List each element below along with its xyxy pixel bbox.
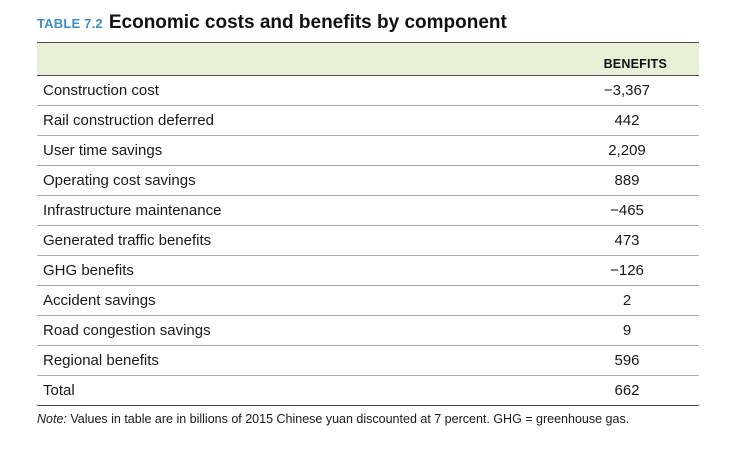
table-figure: TABLE 7.2 Economic costs and benefits by…: [37, 12, 699, 426]
row-value: −126: [610, 262, 644, 279]
table-row: GHG benefits −126: [37, 256, 699, 286]
row-label: Road congestion savings: [43, 322, 211, 339]
table-note: Note: Values in table are in billions of…: [37, 412, 699, 426]
row-value: −3,367: [603, 82, 651, 99]
row-value: 2: [622, 292, 632, 309]
row-label-total: Total: [43, 382, 75, 399]
row-value: 596: [614, 352, 640, 369]
table-row: Accident savings 2: [37, 286, 699, 316]
column-header-benefits: BENEFITS: [603, 57, 667, 71]
row-label: Infrastructure maintenance: [43, 202, 222, 219]
table-row: Generated traffic benefits 473: [37, 226, 699, 256]
row-label: Operating cost savings: [43, 172, 196, 189]
table-row-total: Total 662: [37, 376, 699, 406]
row-label: Regional benefits: [43, 352, 159, 369]
row-label: GHG benefits: [43, 262, 134, 279]
table-title-row: TABLE 7.2 Economic costs and benefits by…: [37, 12, 699, 42]
row-value: 889: [614, 172, 640, 189]
row-label: Accident savings: [43, 292, 156, 309]
table-header-row: BENEFITS: [37, 43, 699, 76]
note-text: Values in table are in billions of 2015 …: [66, 412, 630, 426]
row-label: User time savings: [43, 142, 163, 159]
table-number-label: TABLE 7.2: [37, 16, 103, 31]
row-value: 442: [614, 112, 640, 129]
table-row: Operating cost savings 889: [37, 166, 699, 196]
row-label: Construction cost: [43, 82, 159, 99]
table-row: Road congestion savings 9: [37, 316, 699, 346]
table-row: Construction cost −3,367: [37, 76, 699, 106]
top-rule: [37, 42, 699, 43]
table-row: User time savings 2,209: [37, 136, 699, 166]
row-label: Generated traffic benefits: [43, 232, 212, 249]
table-title: Economic costs and benefits by component: [108, 12, 507, 33]
table-row: Regional benefits 596: [37, 346, 699, 376]
row-label: Rail construction deferred: [43, 112, 214, 129]
note-label: Note:: [37, 412, 67, 426]
table-row: Infrastructure maintenance −465: [37, 196, 699, 226]
row-value: −465: [610, 202, 644, 219]
row-value: 2,209: [608, 142, 646, 159]
row-value: 473: [614, 232, 640, 249]
row-value: 9: [622, 322, 632, 339]
table-row: Rail construction deferred 442: [37, 106, 699, 136]
row-value-total: 662: [614, 382, 640, 399]
